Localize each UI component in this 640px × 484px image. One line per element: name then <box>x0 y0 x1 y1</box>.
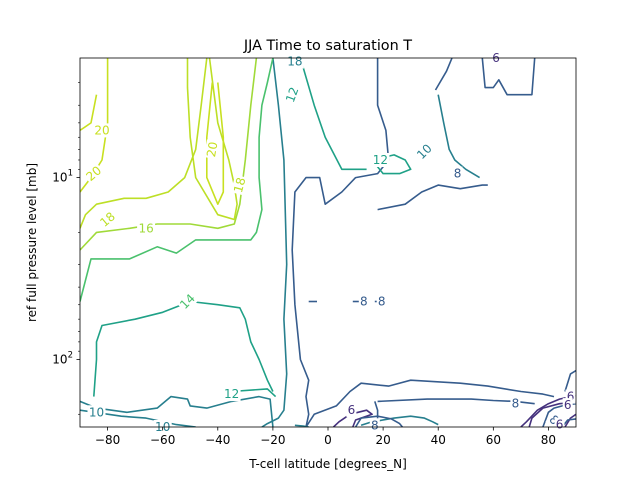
y-axis-label: ref full pressure level [mb] <box>25 163 39 322</box>
contour-line-10 <box>80 409 196 427</box>
contour-line-8 <box>354 415 404 427</box>
contour-label-background <box>282 83 302 106</box>
contour-label: 18 <box>287 55 302 69</box>
contour-label-background <box>96 208 119 231</box>
contour-label-background <box>137 221 156 236</box>
contour-label-group: 8 <box>358 294 369 309</box>
contour-line-10 <box>437 94 481 179</box>
contour-line-12 <box>299 58 367 171</box>
x-tick-label: −60 <box>150 433 175 447</box>
contour-label-background <box>376 294 387 309</box>
contour-line-8 <box>481 58 536 96</box>
contour-label-background <box>369 418 380 433</box>
x-tick-label: 0 <box>324 433 332 447</box>
contour-label: 10 <box>89 405 104 419</box>
y-axis: 101 102 <box>52 82 80 415</box>
contour-label: 18 <box>231 176 248 194</box>
x-tick-label: −40 <box>205 433 230 447</box>
contour-line-8 <box>305 379 555 427</box>
x-tick-label: 60 <box>486 433 501 447</box>
x-tick-label: −80 <box>95 433 120 447</box>
contour-label-group: 8 <box>376 294 387 309</box>
x-axis: −80 −60 −40 −20 0 20 40 60 80 <box>95 427 556 447</box>
contour-label-group: 20 <box>203 139 221 160</box>
chart-title: JJA Time to saturation T <box>243 38 412 54</box>
contour-label-group: 12 <box>371 153 390 167</box>
contour-label: 12 <box>373 153 388 167</box>
contour-label-group: 10 <box>87 405 106 420</box>
contour-label-background <box>222 387 241 402</box>
contour-label-background <box>82 162 106 185</box>
contour-label-group: 16 <box>137 221 156 236</box>
contour-line-8 <box>377 184 488 211</box>
contour-label: 20 <box>94 123 109 137</box>
contour-label-background <box>371 153 390 167</box>
contour-label-background <box>452 166 463 181</box>
contour-label: 8 <box>512 397 520 411</box>
contour-line-6 <box>332 409 373 427</box>
contour-label-background <box>510 396 521 411</box>
contour-label: 8 <box>360 295 368 309</box>
contour-line-10 <box>80 395 274 427</box>
contour-label-background <box>358 294 369 309</box>
contour-label-group: 8 <box>510 396 521 411</box>
contour-label-group: 8 <box>452 166 463 181</box>
contour-label: 6 <box>348 403 356 417</box>
contour-line-18 <box>80 58 208 229</box>
contour-label-background <box>562 398 573 413</box>
contour-label-group: 18 <box>285 54 304 69</box>
contour-line-8 <box>434 58 453 91</box>
contour-line-6 <box>564 413 576 427</box>
contour-line-8 <box>564 369 576 392</box>
contour-line-14 <box>80 58 274 302</box>
x-tick-label: 80 <box>541 433 556 447</box>
contour-label-group: 12 <box>282 83 302 106</box>
contour-line-10 <box>261 58 288 427</box>
contour-line-12 <box>231 388 277 398</box>
contour-label-background <box>93 123 111 138</box>
contour-label: 8 <box>454 167 462 181</box>
contour-label-group: 6 <box>554 417 565 432</box>
y-tick-label: 102 <box>52 351 73 367</box>
contour-label-group: 18 <box>230 174 249 196</box>
contour-label-background <box>203 139 221 160</box>
contour-label-background <box>176 290 199 313</box>
y-tick-label: 101 <box>52 169 73 185</box>
contour-label-group: 20 <box>93 123 111 138</box>
x-tick-label: −20 <box>260 433 285 447</box>
contour-line-16 <box>80 58 258 251</box>
contour-line-12 <box>93 300 274 397</box>
contour-label-group: 8 <box>369 418 380 433</box>
contour-label: 12 <box>283 85 301 104</box>
contour-line-20 <box>80 94 98 132</box>
contour-label-background <box>346 403 357 418</box>
contour-label-group: 6 <box>346 403 357 418</box>
contour-label: 6 <box>564 398 572 412</box>
contour-label-background <box>554 417 565 432</box>
contour-label: 12 <box>224 387 239 401</box>
contour-label-group: 12 <box>222 387 241 402</box>
x-axis-label: T-cell latitude [degrees_N] <box>248 457 407 471</box>
contour-label-background <box>87 405 106 420</box>
contour-label-group: 6 <box>562 398 573 413</box>
contour-label: 8 <box>378 295 386 309</box>
contour-line-12 <box>371 154 412 175</box>
contour-line-18 <box>186 58 238 221</box>
contour-label-background <box>565 389 576 404</box>
contour-label: 6 <box>567 390 575 404</box>
contour-label-background <box>545 411 563 429</box>
x-tick-label: 40 <box>431 433 446 447</box>
x-tick-label: 20 <box>375 433 390 447</box>
contour-label: 16 <box>138 221 153 235</box>
contour-label-background <box>230 174 249 196</box>
contour-label-group: 6 <box>565 389 576 404</box>
contour-label: 20 <box>204 141 220 158</box>
contour-label-background <box>413 140 436 164</box>
contour-label: 8 <box>371 418 379 432</box>
contour-label: 6 <box>556 418 564 432</box>
